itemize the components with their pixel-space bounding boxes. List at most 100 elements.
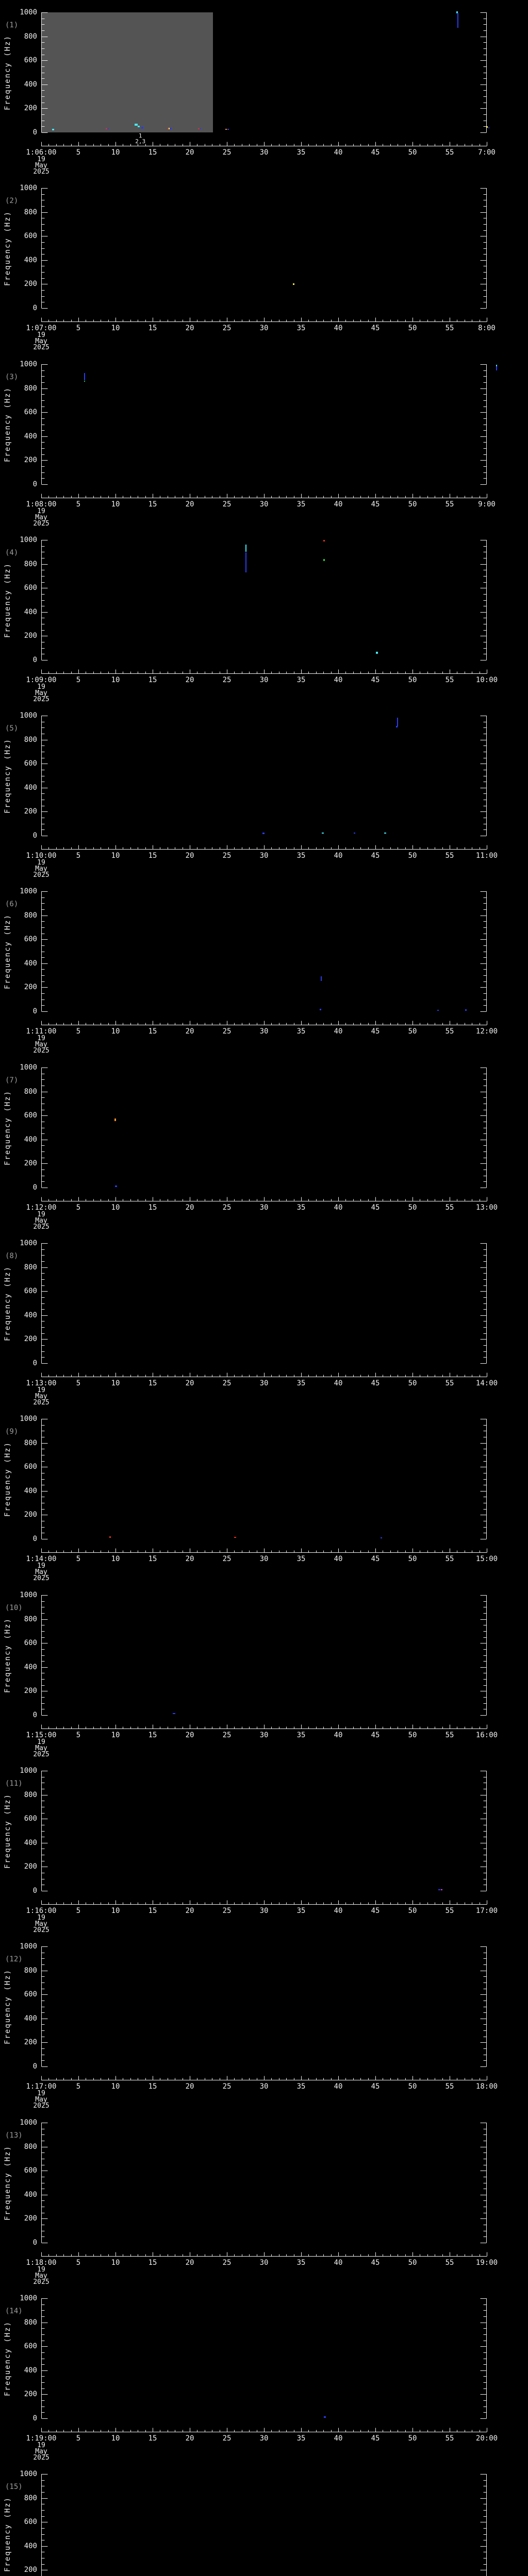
panel-axes — [41, 716, 487, 850]
x-tick-label: 5 — [76, 852, 81, 860]
x-tick-label: 40 — [334, 324, 343, 332]
date-line: May — [35, 1393, 47, 1400]
y-tick-label: 400 — [24, 783, 37, 792]
x-tick-label: 40 — [334, 676, 343, 684]
panel-number-label: (15) — [5, 2483, 23, 2491]
x-tick-label: 35 — [296, 2259, 306, 2267]
date-line: 2025 — [33, 1926, 50, 1934]
x-tick-label: 35 — [296, 2434, 306, 2443]
x-end-time-label: 20:00 — [475, 2434, 498, 2443]
detection-mark — [167, 128, 169, 129]
y-tick-label: 200 — [24, 456, 37, 465]
detection-mark — [384, 832, 386, 834]
detection-mark — [465, 1009, 467, 1011]
x-end-time-label: 15:00 — [475, 1555, 498, 1563]
panel-number-label: (9) — [5, 1428, 19, 1436]
y-tick-label: 600 — [24, 1815, 37, 1823]
y-tick-label: 800 — [24, 208, 37, 216]
x-tick-label: 55 — [445, 676, 454, 684]
x-tick-label: 25 — [222, 1907, 232, 1915]
x-tick-label: 10 — [111, 2259, 120, 2267]
detection-mark — [170, 128, 172, 129]
x-tick-label: 40 — [334, 1379, 343, 1387]
y-tick-label: 0 — [32, 2062, 37, 2071]
y-tick-label: 600 — [24, 1639, 37, 1648]
x-tick-label: 35 — [296, 1555, 306, 1563]
x-tick-label: 45 — [371, 1379, 380, 1387]
x-start-time-label: 1:16:00 — [26, 1907, 57, 1915]
y-tick-label: 200 — [24, 1862, 37, 1871]
x-tick-label: 45 — [371, 676, 380, 684]
x-tick-label: 20 — [185, 500, 194, 509]
detection-mark — [138, 125, 140, 127]
x-tick-label: 30 — [259, 1907, 269, 1915]
panel-number-label: (10) — [5, 1604, 23, 1612]
x-tick-label: 45 — [371, 2082, 380, 2091]
x-start-time-label: 1:17:00 — [26, 2082, 57, 2091]
date-line: 19 — [37, 2266, 45, 2274]
x-tick-label: 30 — [259, 2082, 269, 2091]
y-tick-label: 800 — [24, 2494, 37, 2502]
spectrogram-panel: (11) Frequency (Hz) 0 200 400 600 800 1000 1:16:… — [0, 1758, 528, 1934]
x-tick-label: 15 — [148, 1555, 157, 1563]
x-start-time-label: 1:11:00 — [26, 1027, 57, 1036]
y-tick-label: 400 — [24, 1135, 37, 1144]
x-tick-label: 50 — [408, 852, 417, 860]
detection-mark — [319, 1008, 321, 1010]
y-axis-title: Frequency (Hz) — [4, 2145, 12, 2221]
y-tick-label: 400 — [24, 432, 37, 440]
detection-mark — [114, 1118, 116, 1122]
date-line: 19 — [37, 507, 45, 515]
x-tick-label: 5 — [76, 500, 81, 509]
panel-number-label: (7) — [5, 1076, 19, 1084]
x-tick-label: 35 — [296, 1731, 306, 1739]
x-tick-label: 35 — [296, 2082, 306, 2091]
x-tick-label: 35 — [296, 1027, 306, 1036]
x-tick-label: 45 — [371, 1731, 380, 1739]
y-tick-label: 600 — [24, 1990, 37, 1999]
x-tick-label: 50 — [408, 2434, 417, 2443]
date-line: 19 — [37, 1738, 45, 1746]
date-line: May — [35, 2448, 47, 2455]
y-tick-label: 800 — [24, 911, 37, 920]
x-tick-label: 25 — [222, 2259, 232, 2267]
x-end-time-label: 17:00 — [475, 1907, 498, 1915]
x-start-time-label: 1:09:00 — [26, 676, 57, 684]
x-tick-label: 45 — [371, 852, 380, 860]
detection-mark — [324, 2416, 326, 2418]
x-tick-label: 55 — [445, 852, 454, 860]
x-end-time-label: 8:00 — [478, 324, 496, 332]
x-tick-label: 15 — [148, 1731, 157, 1739]
date-line: 2025 — [33, 1047, 50, 1055]
x-tick-label: 25 — [222, 324, 232, 332]
x-end-time-label: 9:00 — [478, 500, 496, 509]
x-tick-label: 50 — [408, 2259, 417, 2267]
y-tick-label: 200 — [24, 104, 37, 113]
y-tick-label: 200 — [24, 2566, 37, 2574]
x-end-time-label: 18:00 — [475, 2082, 498, 2091]
y-tick-label: 0 — [32, 1711, 37, 1719]
x-tick-label: 20 — [185, 2259, 194, 2267]
y-tick-label: 800 — [24, 32, 37, 41]
detection-mark — [496, 366, 497, 371]
detection-mark — [84, 380, 85, 382]
spectrogram-panel: (10) Frequency (Hz) 0 200 400 600 800 1000 1:15:… — [0, 1583, 528, 1758]
x-start-time-label: 1:06:00 — [26, 148, 57, 157]
y-tick-label: 200 — [24, 807, 37, 816]
x-tick-label: 45 — [371, 1204, 380, 1212]
x-end-time-label: 14:00 — [475, 1379, 498, 1387]
detection-mark — [84, 373, 85, 380]
panel-axes — [41, 364, 487, 498]
date-line: 2025 — [33, 696, 50, 703]
y-tick-label: 0 — [32, 480, 37, 488]
panel-number-label: (4) — [5, 549, 19, 557]
x-start-time-label: 1:19:00 — [26, 2434, 57, 2443]
y-tick-label: 400 — [24, 2014, 37, 2023]
x-tick-label: 40 — [334, 852, 343, 860]
y-tick-label: 800 — [24, 735, 37, 744]
x-tick-label: 15 — [148, 148, 157, 157]
date-line: May — [35, 1568, 47, 1576]
x-tick-label: 20 — [185, 148, 194, 157]
x-tick-label: 25 — [222, 1555, 232, 1563]
y-tick-label: 200 — [24, 632, 37, 640]
